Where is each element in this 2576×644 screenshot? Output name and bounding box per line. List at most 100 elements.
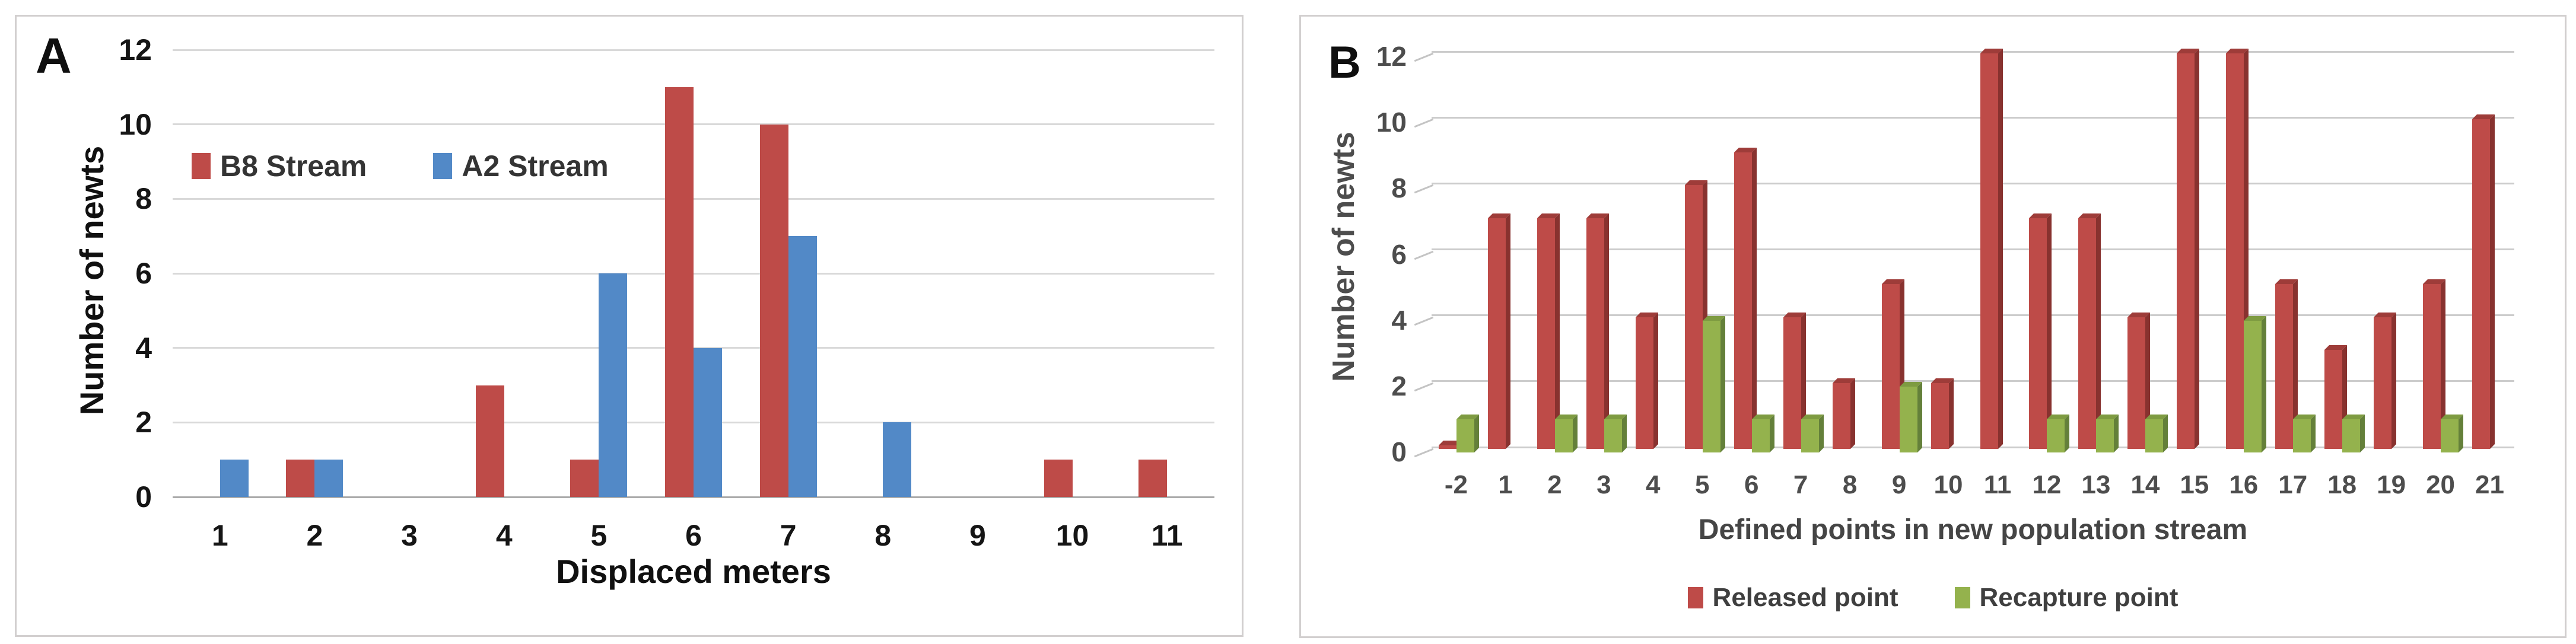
legend-item-recapture-point: Recapture point	[1954, 583, 2178, 613]
y-tick-b-0: 0	[1391, 436, 1407, 467]
bar-a2-stream-7	[788, 236, 817, 497]
bar-side-face	[2163, 415, 2168, 452]
gridline-a-8	[173, 197, 1214, 200]
bar-front-face	[2244, 320, 2262, 452]
bar-side-face	[1474, 415, 1479, 452]
bar-front-face	[2342, 419, 2361, 452]
bar-released-point-12	[2029, 213, 2052, 449]
bar-side-face	[1850, 378, 1855, 449]
legend-swatch-b8-stream-icon	[192, 153, 211, 179]
x-tick-label-b-16: 16	[2229, 470, 2259, 499]
x-tick-label-b-7: 7	[1793, 470, 1808, 499]
x-axis-title-b: Defined points in new population stream	[1698, 514, 2248, 546]
bar-front-face	[2374, 317, 2392, 449]
gridline-b-6	[1432, 248, 2514, 250]
gridline-b-2	[1432, 380, 2514, 382]
x-tick-label-b-8: 8	[1842, 470, 1858, 499]
bar-front-face	[1439, 445, 1456, 449]
bar-released-point-4	[1635, 312, 1658, 449]
x-tick-label-b-15: 15	[2180, 470, 2209, 499]
bar-released-point-20	[2423, 279, 2446, 449]
x-tick-label-b-4: 4	[1646, 470, 1661, 499]
bar-recapture-point-13	[2096, 415, 2119, 452]
bar-front-face	[1734, 152, 1752, 449]
bar-side-face	[1720, 315, 1725, 452]
bar-side-face	[1818, 415, 1824, 452]
bar-front-face	[1783, 317, 1801, 449]
bar-b8-stream-2	[286, 460, 315, 497]
bar-front-face	[2078, 218, 2097, 449]
bar-a2-stream-8	[883, 422, 912, 497]
x-tick-label-b-17: 17	[2278, 470, 2308, 499]
bar-side-face	[2262, 315, 2267, 452]
x-tick-label-b-2: 2	[1547, 470, 1562, 499]
bar-recapture-point-14	[2145, 415, 2168, 452]
bar-front-face	[1980, 53, 1998, 449]
gridline-kick-b-8	[1414, 184, 1434, 194]
bar-b8-stream-10	[1044, 460, 1073, 497]
bar-side-face	[2490, 114, 2495, 449]
legend-a: B8 Stream A2 Stream	[192, 147, 609, 185]
x-tick-label-b-5: 5	[1695, 470, 1710, 499]
bar-front-face	[2423, 284, 2441, 449]
x-tick-label-a-11: 11	[1151, 519, 1183, 552]
x-tick-label-b-6: 6	[1744, 470, 1759, 499]
bar-released-point-11	[1980, 49, 2003, 449]
bar-b8-stream-4	[475, 385, 504, 497]
panel-a: A Number of newts Displaced meters B8 St…	[15, 15, 1244, 637]
bar-side-face	[1917, 381, 1922, 452]
gridline-a-6	[173, 272, 1214, 275]
bar-front-face	[2145, 419, 2164, 452]
bar-front-face	[1487, 218, 1506, 449]
x-tick-label-a-8: 8	[874, 519, 892, 552]
legend-item-b8-stream: B8 Stream	[192, 149, 367, 183]
bar-side-face	[1505, 213, 1510, 449]
gridline-a-10	[173, 123, 1214, 126]
x-tick-label-a-2: 2	[306, 519, 323, 552]
x-tick-label-b-3: 3	[1597, 470, 1611, 499]
bar-a2-stream-6	[694, 347, 722, 497]
gridline-kick-b-12	[1414, 52, 1434, 62]
x-tick-label-b-19: 19	[2377, 470, 2406, 499]
plot-area-b	[1414, 49, 2514, 458]
legend-item-a2-stream: A2 Stream	[433, 149, 609, 183]
x-tick-label-a-1: 1	[211, 519, 228, 552]
bar-front-face	[1554, 419, 1573, 452]
bar-side-face	[1948, 378, 1954, 449]
legend-swatch-released-point-icon	[1687, 587, 1703, 608]
x-tick-label-b-14: 14	[2130, 470, 2160, 499]
bar-released-point-21	[2472, 114, 2495, 449]
bar-released-point-7	[1783, 312, 1806, 449]
bar-side-face	[1604, 213, 1609, 449]
x-tick-label-b-9: 9	[1891, 470, 1907, 499]
bar-recapture-point-16	[2244, 315, 2267, 452]
x-tick-label-b-12: 12	[2032, 470, 2062, 499]
bar-side-face	[2360, 415, 2365, 452]
y-tick-a-12: 12	[119, 33, 152, 66]
bar-side-face	[2391, 312, 2397, 449]
bar-b8-stream-6	[665, 87, 694, 497]
bar-side-face	[2459, 415, 2464, 452]
bar-front-face	[2029, 218, 2047, 449]
gridline-b-12	[1432, 50, 2514, 53]
y-tick-a-4: 4	[135, 331, 152, 365]
legend-label-b8-stream: B8 Stream	[220, 149, 367, 183]
bar-side-face	[2114, 415, 2119, 452]
bar-recapture-point-6	[1751, 415, 1774, 452]
bar-front-face	[2441, 419, 2459, 452]
x-tick-label-b-13: 13	[2081, 470, 2111, 499]
bar-front-face	[1702, 320, 1720, 452]
bar-recapture-point-2	[1554, 415, 1578, 452]
bar-front-face	[2324, 350, 2343, 449]
gridline-kick-b-4	[1414, 316, 1434, 326]
bar-released-point-16	[2226, 49, 2249, 449]
bar-a2-stream-1	[220, 460, 249, 497]
legend-swatch-a2-stream-icon	[433, 153, 453, 179]
x-tick-label-a-7: 7	[780, 519, 797, 552]
gridline-kick-b-0	[1414, 448, 1434, 458]
bar-released-point-9	[1881, 279, 1904, 449]
x-tick-label-b--2: -2	[1444, 470, 1468, 499]
legend-b: Released point Recapture point	[1301, 580, 2565, 616]
bar-side-face	[2047, 213, 2052, 449]
bar-released-point-1	[1487, 213, 1510, 449]
